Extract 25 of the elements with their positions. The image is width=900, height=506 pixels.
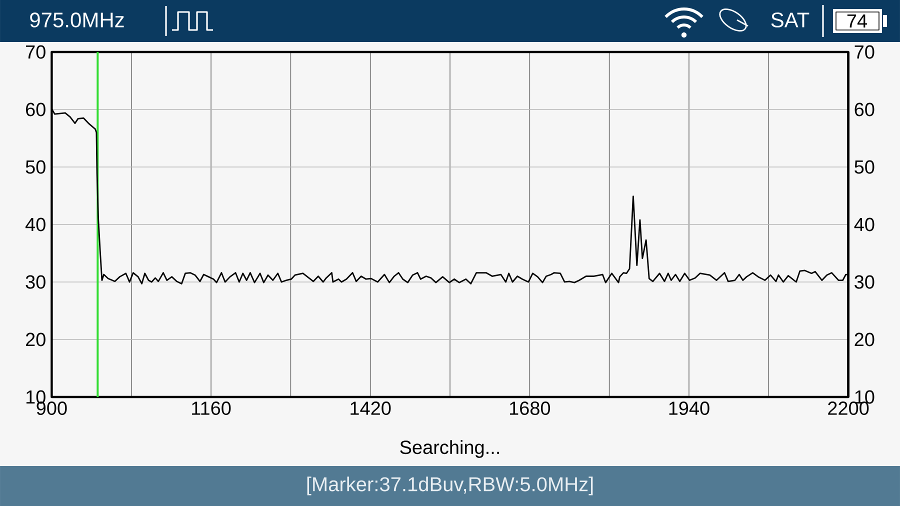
x-tick-label: 1420 bbox=[350, 402, 391, 415]
y2-tick-label: 60 bbox=[854, 102, 874, 116]
x-tick-label: 1940 bbox=[669, 402, 710, 415]
y-tick-label: 70 bbox=[26, 45, 46, 59]
text: SAT bbox=[771, 12, 810, 28]
y-tick-label: 50 bbox=[26, 160, 46, 174]
text: 74 bbox=[847, 14, 867, 28]
y2-tick-label: 20 bbox=[854, 332, 874, 346]
y2-tick-label: 40 bbox=[854, 218, 874, 232]
text: 975.0MHz bbox=[30, 12, 124, 28]
y-tick-label: 30 bbox=[26, 275, 46, 289]
y-tick-label: 20 bbox=[26, 332, 46, 346]
y2-tick-label: 70 bbox=[854, 45, 874, 59]
y-tick-label: 60 bbox=[26, 102, 46, 116]
y-tick-label: 10 bbox=[26, 390, 46, 404]
y2-tick-label: 30 bbox=[854, 275, 874, 289]
text: [Marker:37.1dBuv,RBW:5.0MHz] bbox=[307, 476, 593, 496]
x-tick-label: 1160 bbox=[192, 402, 231, 415]
x-tick-label: 2200 bbox=[828, 402, 869, 415]
x-tick-label: 1680 bbox=[510, 402, 550, 415]
y2-tick-label: 10 bbox=[855, 390, 874, 404]
x-tick-label: 900 bbox=[36, 402, 67, 415]
y-tick-label: 40 bbox=[25, 218, 46, 232]
text: Searching... bbox=[400, 440, 499, 458]
y2-tick-label: 50 bbox=[854, 160, 874, 174]
